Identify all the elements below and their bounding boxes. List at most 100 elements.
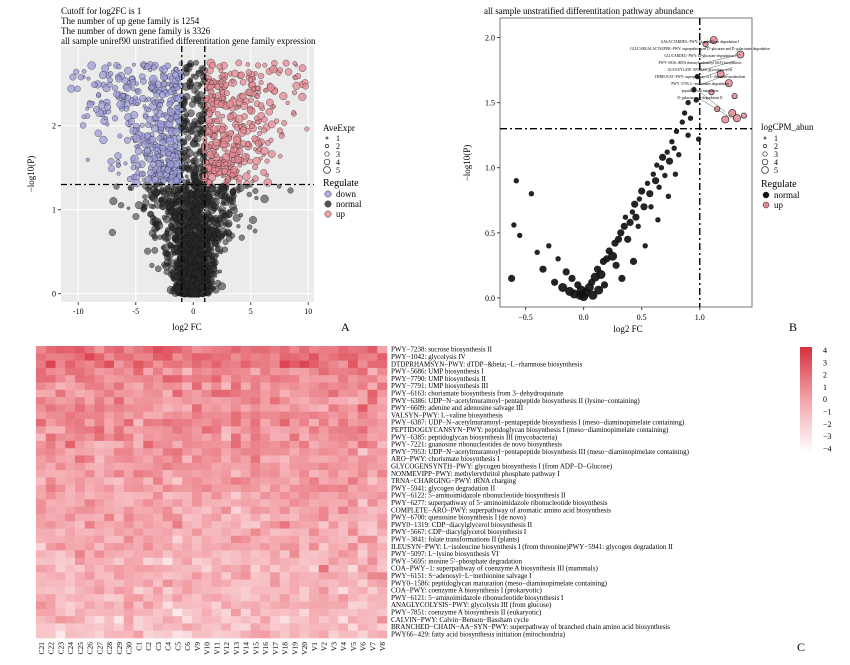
heatmap-cell — [231, 630, 242, 639]
heatmap-cell — [231, 492, 242, 500]
heatmap-cell — [45, 389, 56, 398]
heatmap-cell — [172, 462, 183, 471]
heatmap-cell — [153, 586, 164, 595]
heatmap-cell — [182, 550, 193, 558]
heatmap-cell — [250, 375, 261, 383]
heatmap-cell — [201, 426, 212, 434]
heatmap-cell — [221, 382, 232, 391]
point-label: GALACTARDEG−PWY: D−galactarate degradati… — [661, 40, 740, 44]
data-point — [248, 97, 254, 103]
heatmap-cell — [182, 426, 193, 434]
heatmap-cell — [348, 557, 359, 566]
heatmap-cell — [84, 484, 95, 493]
heatmap-cell — [84, 419, 95, 427]
heatmap-cell — [250, 397, 261, 405]
normal-point — [631, 200, 639, 208]
data-point — [173, 67, 179, 72]
column-label: C22 — [47, 642, 56, 655]
heatmap-cell — [309, 411, 320, 420]
data-point — [93, 106, 100, 113]
heatmap-cell — [221, 608, 232, 617]
heatmap-cell — [309, 353, 320, 361]
heatmap-cell — [84, 382, 95, 391]
heatmap-cell — [162, 601, 173, 610]
heatmap-cell — [94, 543, 105, 551]
heatmap-cell — [211, 397, 222, 405]
data-point — [87, 61, 96, 70]
heatmap-cell — [201, 499, 212, 507]
heatmap-cell — [94, 601, 105, 610]
heatmap-cell — [270, 448, 281, 456]
heatmap-cell — [55, 608, 66, 617]
heatmap-cell — [211, 375, 222, 383]
data-point — [268, 137, 274, 143]
heatmap-cell — [45, 521, 56, 529]
data-point — [198, 83, 203, 88]
heatmap-cell — [357, 477, 368, 485]
heatmap-cell — [201, 616, 212, 624]
heatmap-cell — [201, 346, 212, 354]
heatmap-cell — [192, 565, 203, 573]
heatmap-cell — [75, 521, 86, 529]
heatmap-cell — [84, 346, 95, 354]
heatmap-cell — [250, 440, 261, 449]
heatmap-cell — [318, 419, 329, 427]
heatmap-cell — [104, 448, 115, 456]
data-point — [144, 63, 151, 70]
heatmap-cell — [328, 521, 339, 529]
data-point — [205, 247, 212, 253]
heatmap-cell — [367, 594, 378, 602]
heatmap-cell — [289, 630, 300, 639]
heatmap-cell — [133, 440, 144, 449]
heatmap-cell — [143, 419, 154, 427]
heatmap-cell — [133, 404, 144, 412]
heatmap-cell — [123, 492, 134, 500]
heatmap-cell — [45, 360, 56, 369]
data-point — [209, 218, 215, 224]
heatmap-cell — [123, 535, 134, 544]
heatmap-cell — [289, 586, 300, 595]
data-point — [249, 216, 257, 224]
heatmap-cell — [75, 440, 86, 449]
heatmap-cell — [192, 411, 203, 420]
heatmap-cell — [172, 448, 183, 456]
heatmap-cell — [377, 477, 388, 485]
heatmap-cell — [260, 594, 271, 602]
heatmap-cell — [65, 382, 76, 391]
heatmap-cell — [338, 550, 349, 558]
heatmap-cell — [260, 367, 271, 376]
heatmap-cell — [357, 419, 368, 427]
heatmap-cell — [270, 397, 281, 405]
data-point — [163, 193, 170, 200]
heatmap-cell — [104, 360, 115, 369]
heatmap-cell — [172, 455, 183, 464]
heatmap-cell — [328, 543, 339, 551]
x-tick-label: -10 — [73, 307, 84, 316]
heatmap-cell — [279, 404, 290, 412]
heatmap-cell — [367, 616, 378, 624]
column-label: V16 — [261, 642, 270, 655]
heatmap-cell — [123, 382, 134, 391]
heatmap-cell — [260, 565, 271, 573]
data-point — [234, 155, 242, 163]
heatmap-cell — [348, 492, 359, 500]
heatmap-cell — [84, 572, 95, 580]
heatmap-cell — [357, 382, 368, 391]
heatmap-cell — [65, 499, 76, 507]
data-point — [277, 127, 283, 134]
heatmap-cell — [240, 550, 251, 558]
heatmap-cell — [55, 499, 66, 507]
heatmap-cell — [250, 513, 261, 522]
heatmap-cell — [123, 506, 134, 515]
heatmap-cell — [45, 579, 56, 588]
heatmap-cell — [94, 440, 105, 449]
heatmap-cell — [231, 397, 242, 405]
heatmap-cell — [75, 455, 86, 464]
data-point — [267, 120, 276, 129]
heatmap-cell — [162, 623, 173, 631]
colorbar-tick-label: 1 — [823, 383, 827, 392]
heatmap-cell — [94, 462, 105, 471]
heatmap-cell — [377, 470, 388, 478]
heatmap-cell — [240, 404, 251, 412]
heatmap-cell — [279, 601, 290, 610]
